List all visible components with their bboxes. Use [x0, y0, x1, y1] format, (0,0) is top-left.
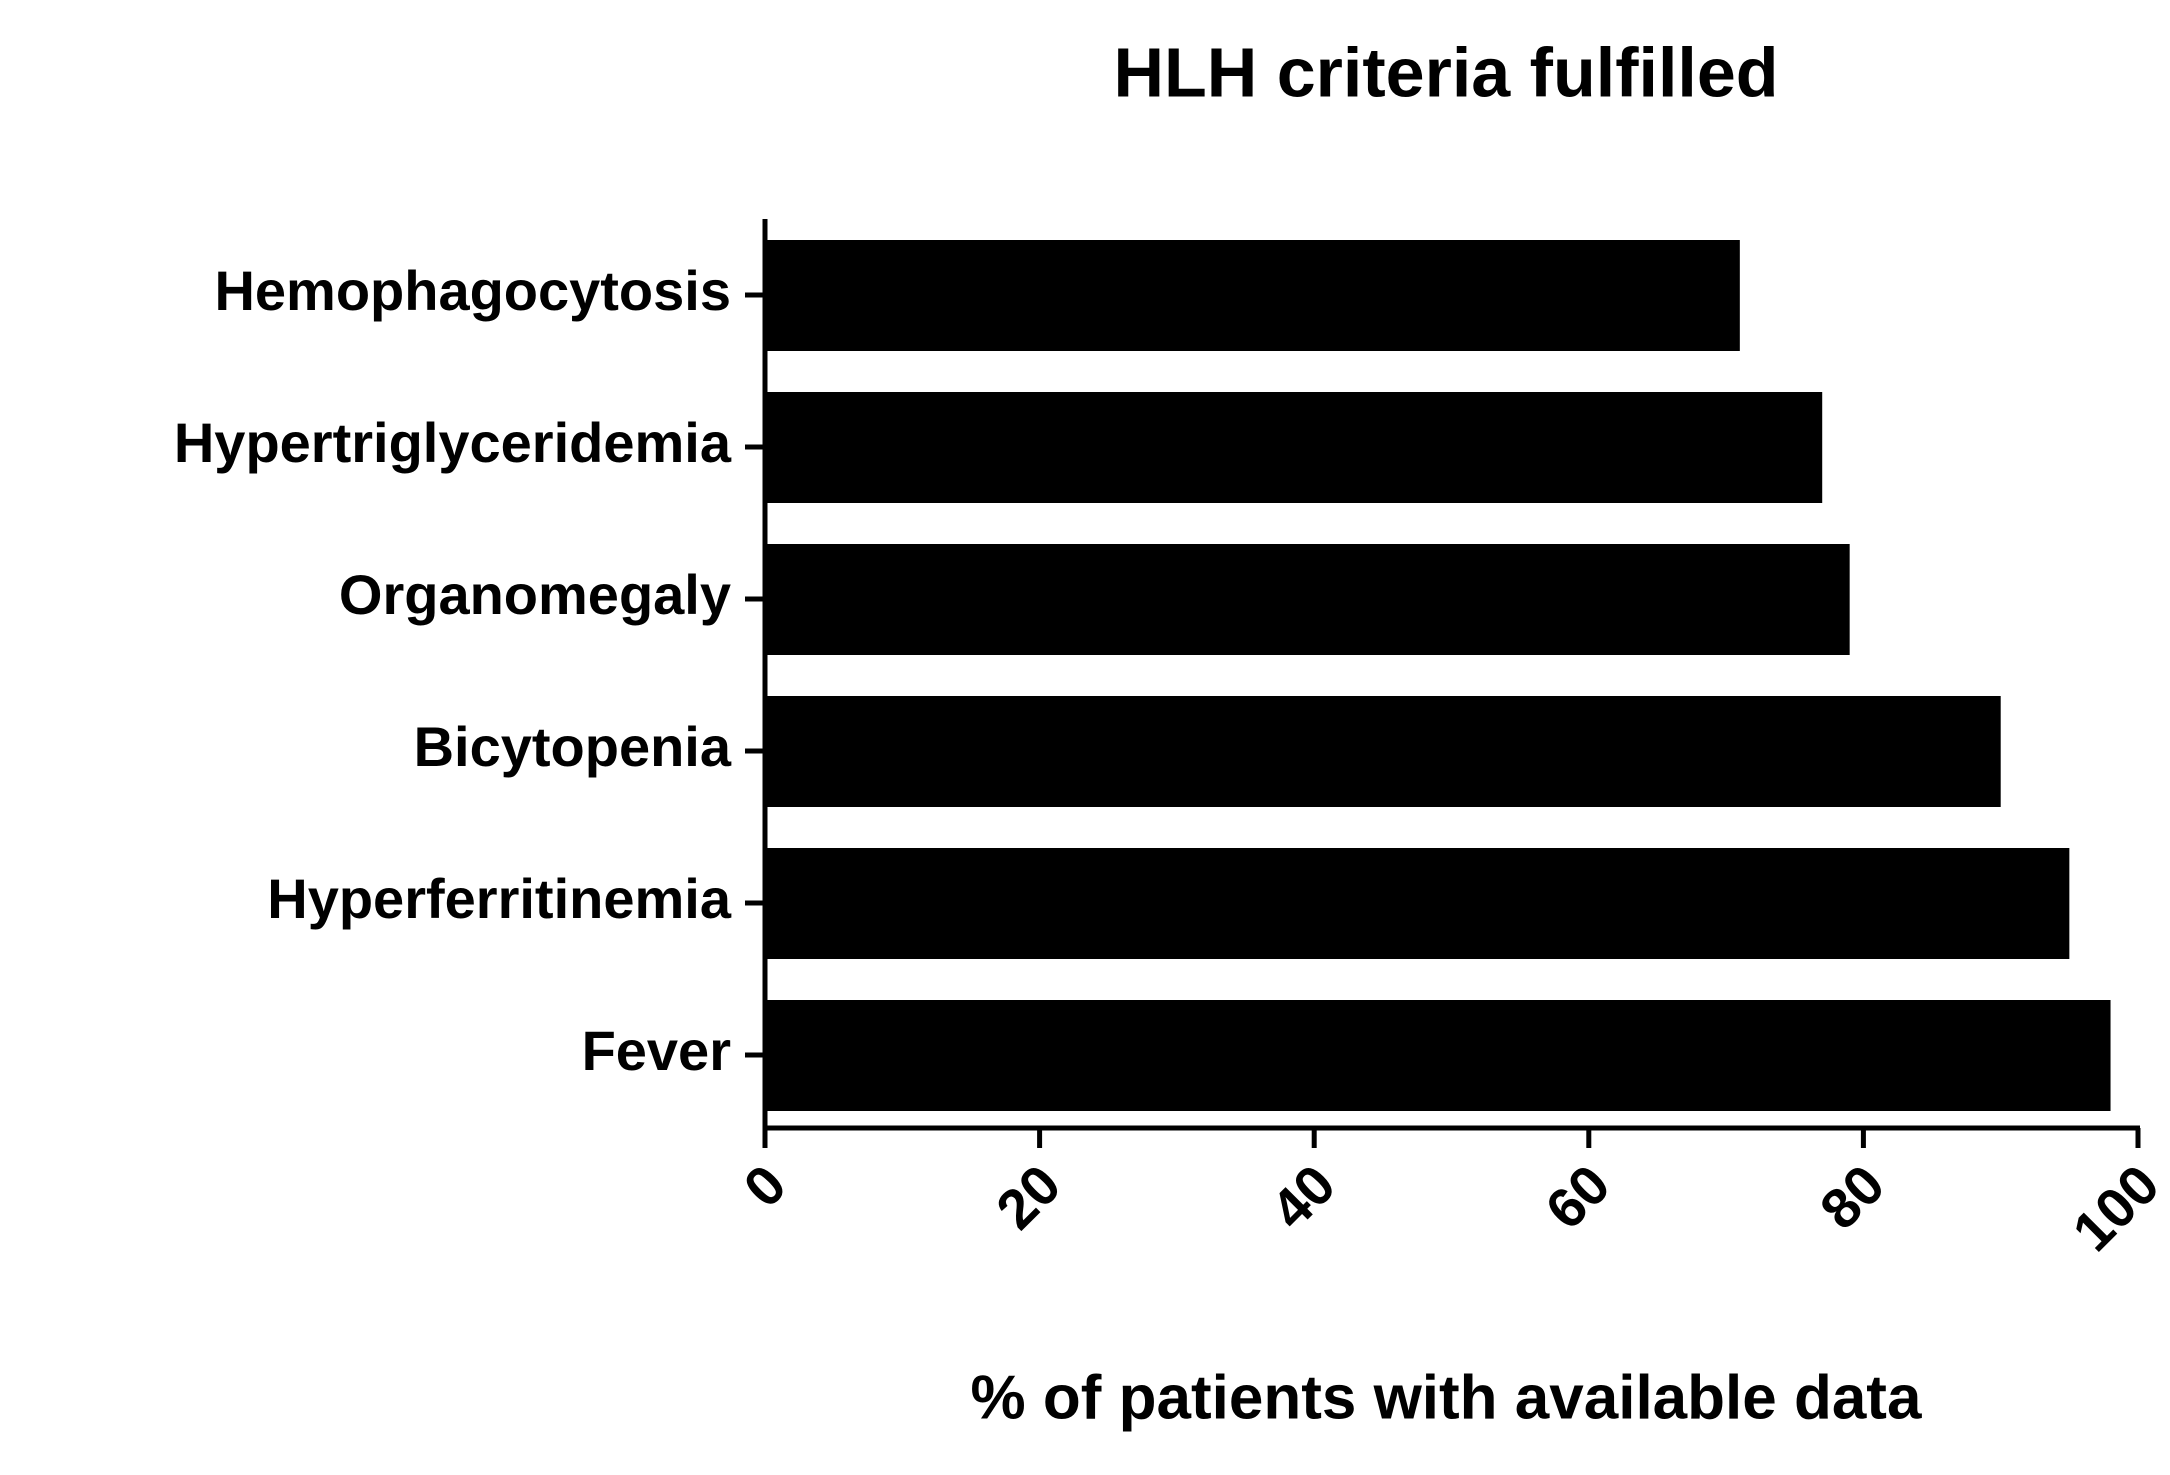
x-tick-label: 80: [1808, 1152, 1897, 1241]
x-tick-label: 60: [1533, 1152, 1622, 1241]
x-axis-label: % of patients with available data: [971, 1363, 1922, 1432]
y-tick-label: Fever: [582, 1019, 731, 1082]
y-tick-label: Organomegaly: [339, 563, 731, 626]
y-tick-label: Bicytopenia: [414, 715, 732, 778]
y-tick-label: Hyperferritinemia: [267, 867, 732, 930]
bar: [765, 240, 1740, 351]
bar: [765, 696, 2001, 807]
x-tick-label: 40: [1259, 1152, 1348, 1241]
bar: [765, 544, 1850, 655]
x-tick-label: 0: [731, 1152, 798, 1219]
x-tick-label: 100: [2060, 1152, 2170, 1263]
bar: [765, 392, 1823, 503]
y-tick-label: Hypertriglyceridemia: [174, 411, 732, 474]
x-tick-label: 20: [984, 1152, 1073, 1241]
y-tick-label: Hemophagocytosis: [214, 259, 731, 322]
chart-title: HLH criteria fulfilled: [1113, 33, 1778, 111]
bar: [765, 848, 2070, 959]
bar: [765, 1000, 2111, 1111]
